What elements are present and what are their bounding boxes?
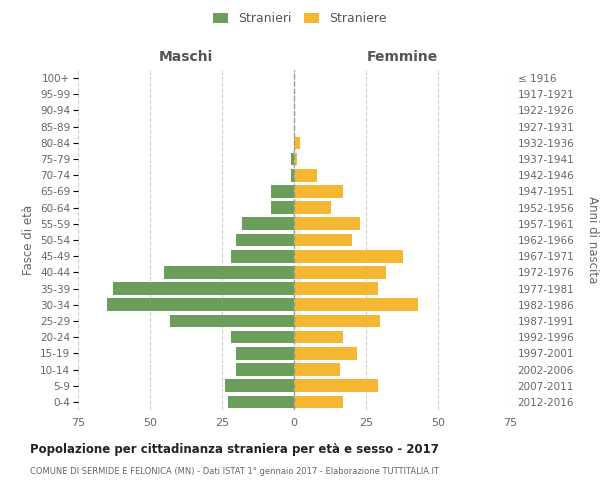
Text: Maschi: Maschi [159, 50, 213, 64]
Bar [294, 250, 403, 262]
Bar [294, 282, 377, 295]
Bar [236, 234, 294, 246]
Bar [228, 396, 294, 408]
Bar [294, 136, 300, 149]
Bar [294, 185, 343, 198]
Bar [294, 266, 386, 278]
Text: Femmine: Femmine [367, 50, 437, 64]
Bar [271, 185, 294, 198]
Bar [294, 396, 343, 408]
Bar [242, 218, 294, 230]
Bar [236, 347, 294, 360]
Bar [107, 298, 294, 311]
Bar [271, 202, 294, 214]
Bar [294, 314, 380, 328]
Bar [294, 218, 360, 230]
Bar [230, 250, 294, 262]
Bar [164, 266, 294, 278]
Bar [291, 152, 294, 166]
Bar [170, 314, 294, 328]
Legend: Stranieri, Straniere: Stranieri, Straniere [209, 8, 391, 29]
Bar [294, 169, 317, 181]
Bar [113, 282, 294, 295]
Bar [291, 169, 294, 181]
Bar [236, 363, 294, 376]
Bar [294, 202, 331, 214]
Bar [294, 152, 297, 166]
Y-axis label: Fasce di età: Fasce di età [22, 205, 35, 275]
Y-axis label: Anni di nascita: Anni di nascita [586, 196, 599, 284]
Text: Popolazione per cittadinanza straniera per età e sesso - 2017: Popolazione per cittadinanza straniera p… [30, 442, 439, 456]
Bar [294, 234, 352, 246]
Bar [225, 380, 294, 392]
Bar [294, 347, 358, 360]
Bar [294, 363, 340, 376]
Bar [230, 331, 294, 344]
Bar [294, 331, 343, 344]
Text: COMUNE DI SERMIDE E FELONICA (MN) - Dati ISTAT 1° gennaio 2017 - Elaborazione TU: COMUNE DI SERMIDE E FELONICA (MN) - Dati… [30, 468, 439, 476]
Bar [294, 380, 377, 392]
Bar [294, 298, 418, 311]
